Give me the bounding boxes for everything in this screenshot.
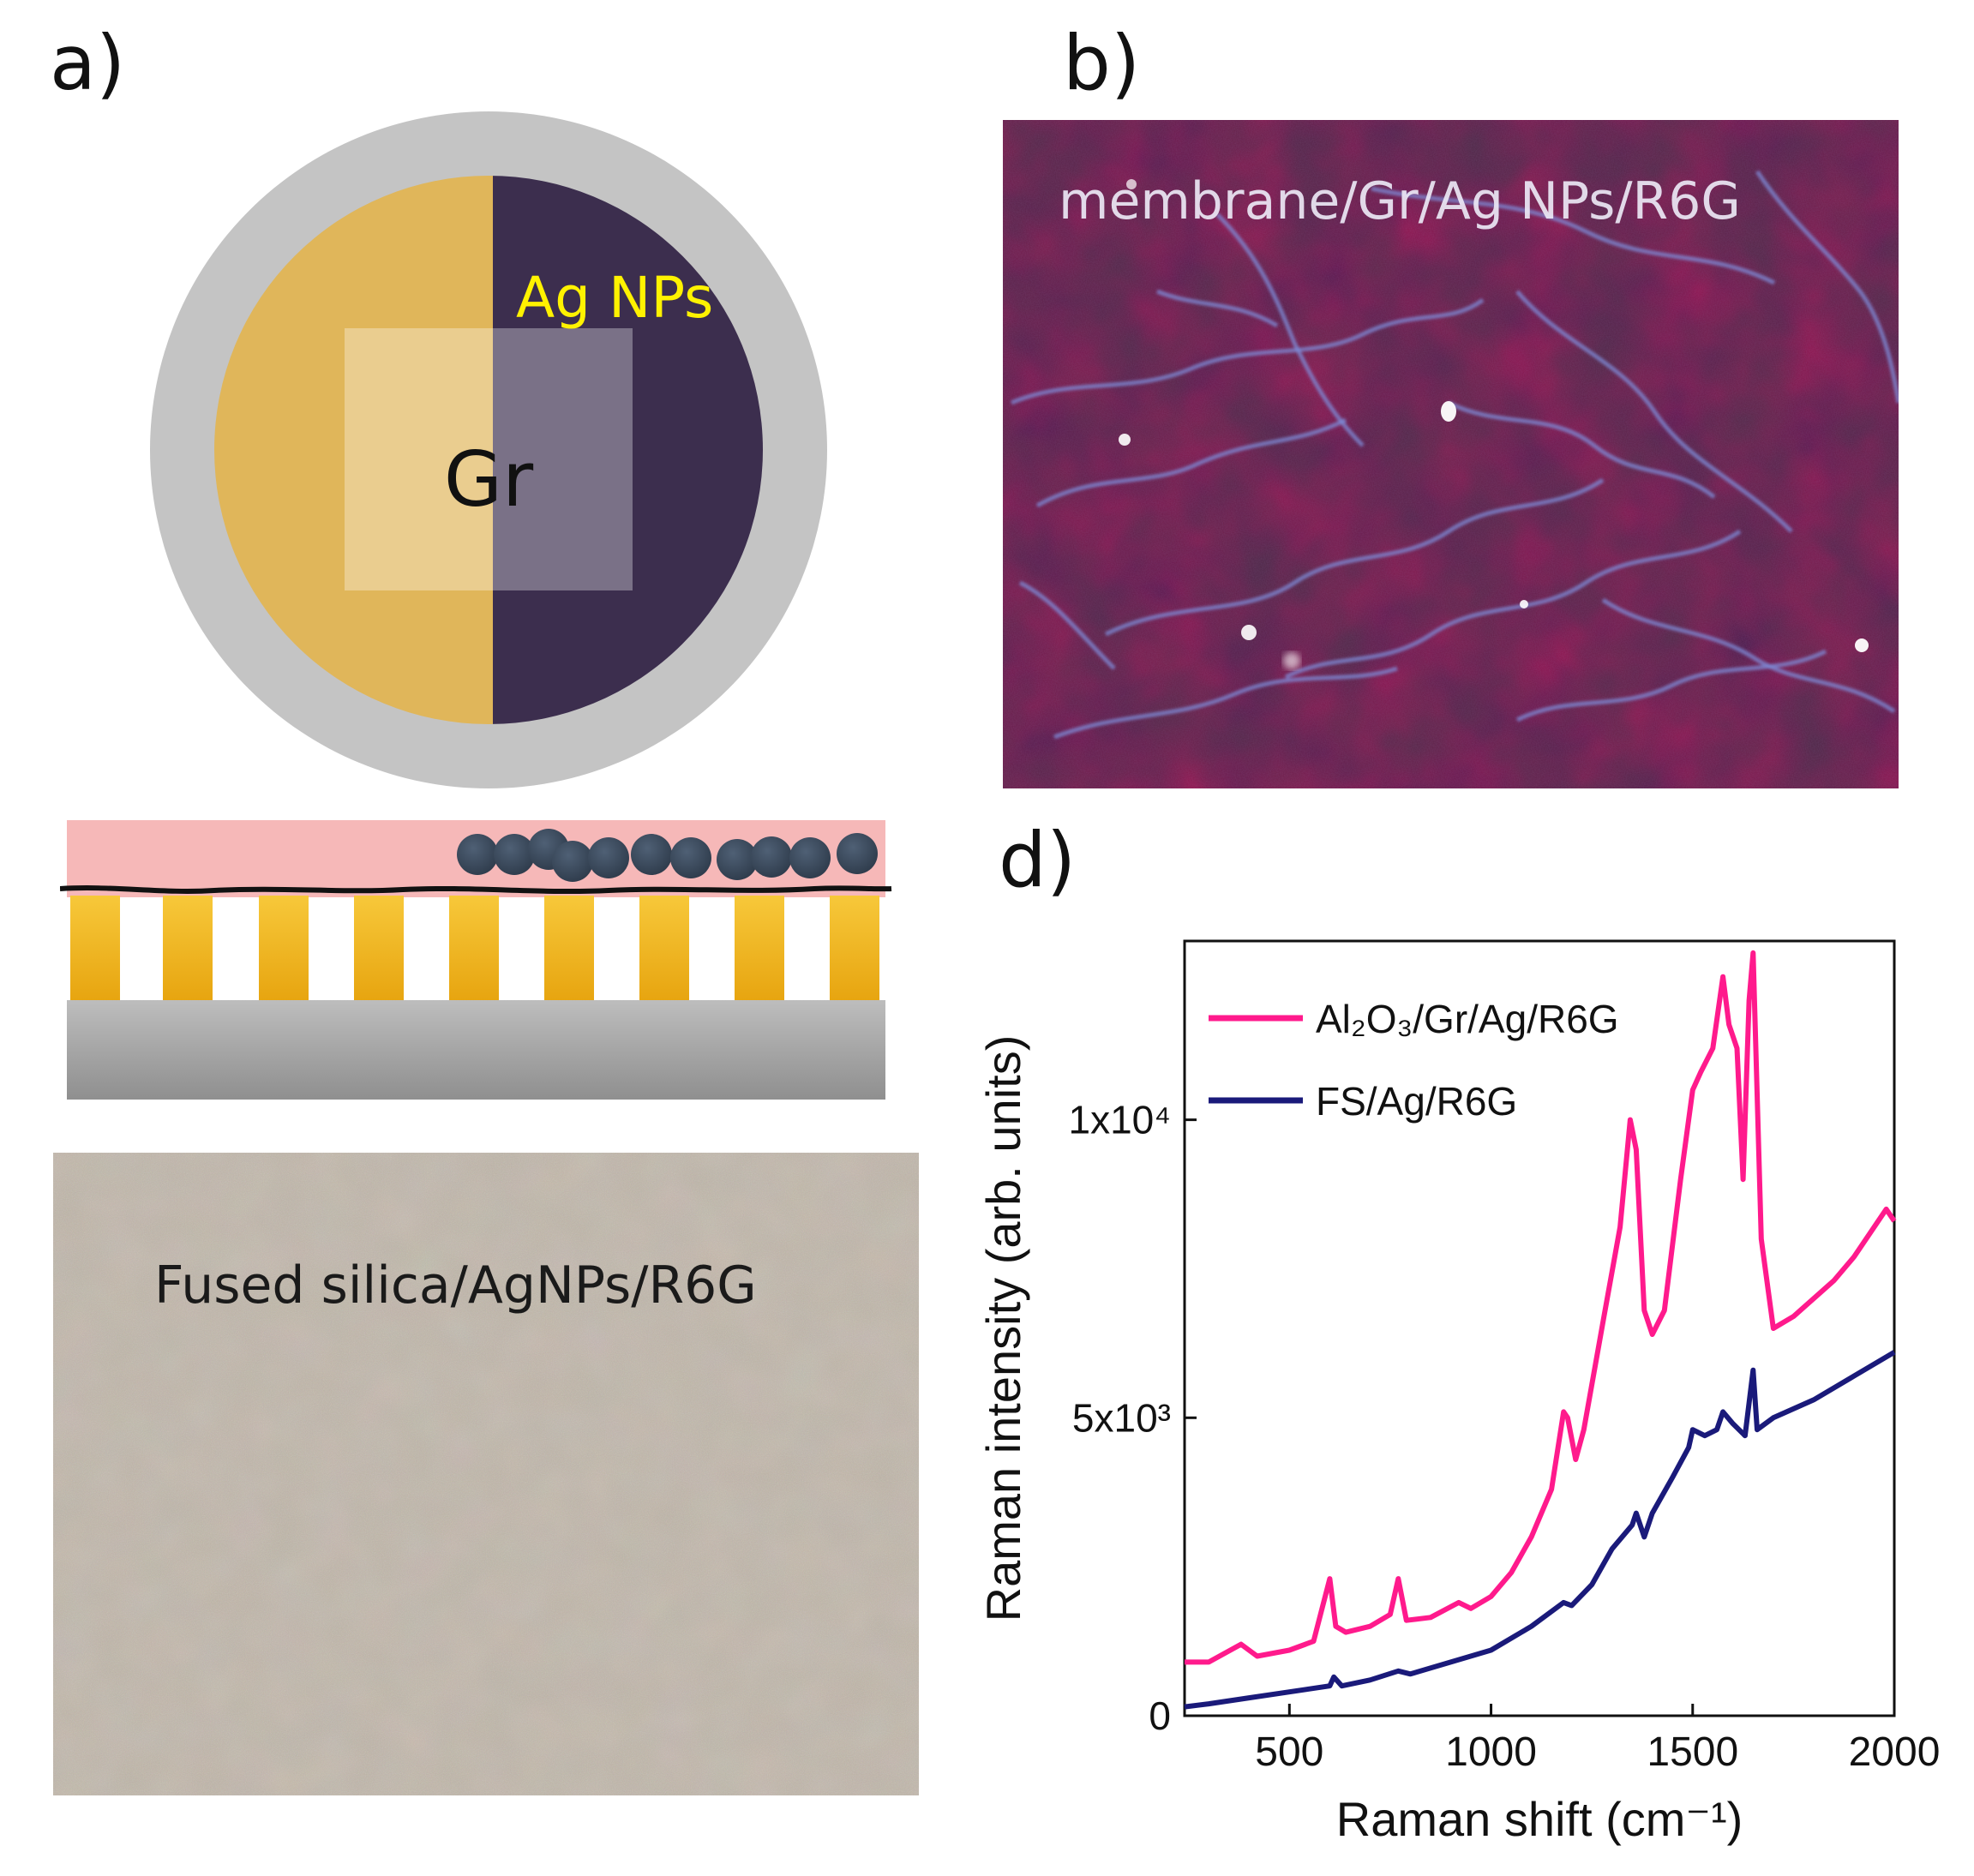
panel-b-micrograph: membrane/Gr/Ag NPs/R6G (1003, 120, 1899, 788)
pillar (735, 896, 784, 1000)
chart-legend: Al₂O₃/Gr/Ag/R6G FS/Ag/R6G (1209, 997, 1619, 1124)
substrate (67, 1000, 885, 1100)
membrane-veins (1011, 170, 1899, 740)
bright-spots (1119, 179, 1869, 669)
panel-b-caption: membrane/Gr/Ag NPs/R6G (1059, 171, 1741, 231)
panel-a-topview: Ag NPs Gr (150, 111, 827, 788)
y-axis-label: Raman intensity (arb. units) (976, 1035, 1030, 1622)
ag-nps-label: Ag NPs (516, 265, 713, 331)
chart-axes: 500 1000 1500 2000 0 5x10³ 1x10⁴ (1068, 939, 1941, 1775)
x-tick-label: 1000 (1445, 1729, 1537, 1775)
pillar (544, 896, 594, 1000)
pillar (163, 896, 213, 1000)
plot-frame (1183, 939, 1896, 1717)
y-tick-label: 0 (1149, 1693, 1171, 1738)
x-tick-label: 2000 (1849, 1729, 1941, 1775)
raman-chart: 500 1000 1500 2000 0 5x10³ 1x10⁴ Al₂O₃/Gr/Ag/R… (976, 939, 1941, 1846)
panel-c-caption: Fused silica/AgNPs/R6G (154, 1256, 757, 1316)
pillar (449, 896, 499, 1000)
gr-label: Gr (444, 435, 534, 524)
x-tick-label: 500 (1255, 1729, 1323, 1775)
series-line (1185, 950, 1897, 1665)
pillar (70, 896, 120, 1000)
panel-d-label: d) (999, 816, 1077, 904)
graphene-line (60, 885, 892, 895)
pillar (354, 896, 404, 1000)
pillar (639, 896, 689, 1000)
x-axis-label: Raman shift (cm⁻¹) (1336, 1792, 1743, 1846)
panel-a-cross-section (60, 820, 892, 1100)
y-tick-label: 5x10³ (1072, 1395, 1171, 1440)
panel-a-label: a) (50, 19, 126, 107)
legend-label: Al₂O₃/Gr/Ag/R6G (1316, 997, 1619, 1041)
series-line (1184, 1350, 1896, 1710)
chart-series (1184, 950, 1897, 1710)
graphene-square (345, 328, 633, 590)
x-tick-label: 1500 (1647, 1729, 1738, 1775)
silver-nanoparticles (457, 829, 878, 882)
pillar (259, 896, 309, 1000)
legend-label: FS/Ag/R6G (1316, 1079, 1517, 1124)
panel-b-label: b) (1063, 19, 1141, 107)
pillar (830, 896, 879, 1000)
y-tick-label: 1x10⁴ (1068, 1098, 1171, 1142)
panel-c-micrograph: Fused silica/AgNPs/R6G (53, 1153, 919, 1795)
